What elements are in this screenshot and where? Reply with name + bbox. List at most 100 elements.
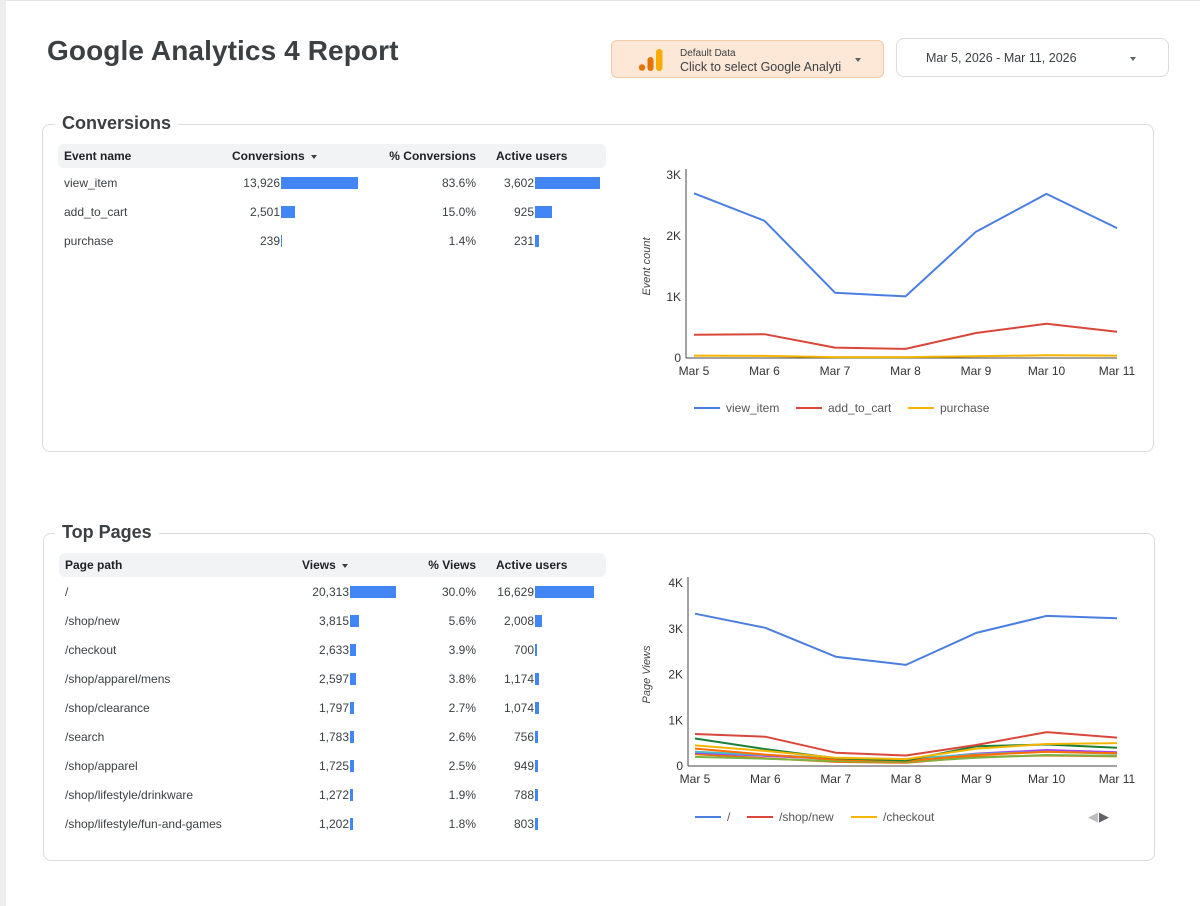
percent-value: 1.4%: [448, 233, 476, 248]
date-range-picker[interactable]: Mar 5, 2026 - Mar 11, 2026: [896, 38, 1169, 77]
users-value-bar: 803: [480, 817, 606, 831]
users-bar: [535, 701, 539, 714]
table-row[interactable]: /shop/apparel/mens 2,597 3.8% 1,174: [59, 664, 606, 693]
event-name: purchase: [64, 233, 114, 248]
count-value: 3,815: [318, 613, 349, 628]
percent-value: 1.9%: [448, 787, 476, 802]
users-bar: [535, 614, 543, 627]
table-row[interactable]: /shop/new 3,815 5.6% 2,008: [59, 606, 606, 635]
count-cell: 3,815: [259, 606, 397, 635]
sort-desc-icon: [310, 154, 317, 159]
chevron-down-icon: [1130, 57, 1136, 61]
count-value: 1,783: [318, 729, 349, 744]
triangle-right-icon[interactable]: ▶: [1099, 809, 1110, 824]
count-value-bar: 2,597: [259, 672, 397, 686]
percent-value: 3.8%: [448, 671, 476, 686]
count-cell: 20,313: [259, 577, 397, 606]
count-value-bar: 1,202: [259, 817, 397, 831]
table-row[interactable]: purchase 239 1.4% 231: [58, 226, 606, 255]
percent-value: 83.6%: [441, 175, 476, 190]
event-name: add_to_cart: [64, 204, 128, 219]
users-cell: 231: [480, 226, 606, 255]
users-value-bar: 231: [480, 234, 606, 248]
percent-value: 5.6%: [448, 613, 476, 628]
count-value-bar: 1,272: [259, 788, 397, 802]
column-header-views[interactable]: Views: [259, 553, 397, 577]
users-value-bar: 925: [480, 205, 606, 219]
count-value-bar: 239: [218, 234, 358, 248]
data-source-caption: Default Data: [680, 48, 736, 59]
chevron-down-icon: [855, 58, 861, 62]
table-row[interactable]: / 20,313 30.0% 16,629: [59, 577, 606, 606]
table-row[interactable]: /shop/apparel 1,725 2.5% 949: [59, 751, 606, 780]
users-value: 925: [513, 204, 534, 219]
users-cell: 925: [480, 197, 606, 226]
count-cell: 1,272: [259, 780, 397, 809]
users-value-bar: 949: [480, 759, 606, 773]
table-row[interactable]: view_item 13,926 83.6% 3,602: [58, 168, 606, 197]
users-value: 788: [513, 787, 534, 802]
triangle-left-icon[interactable]: ◀: [1088, 809, 1099, 824]
column-header-active-users[interactable]: Active users: [480, 144, 606, 168]
count-value: 1,272: [318, 787, 349, 802]
column-header-event-name[interactable]: Event name: [58, 144, 218, 168]
column-header-pct-conversions[interactable]: % Conversions: [358, 144, 480, 168]
count-value: 239: [259, 233, 280, 248]
table-row[interactable]: /shop/lifestyle/drinkware 1,272 1.9% 788: [59, 780, 606, 809]
users-value: 16,629: [497, 584, 534, 599]
top-pages-table-body: / 20,313 30.0% 16,629/shop/new 3,815 5.6% 2,00…: [59, 577, 606, 838]
users-cell: 949: [480, 751, 606, 780]
column-header-active-users[interactable]: Active users: [480, 553, 606, 577]
report-title: Google Analytics 4 Report: [47, 35, 399, 66]
users-value: 231: [513, 233, 534, 248]
users-value-bar: 1,174: [480, 672, 606, 686]
count-cell: 2,501: [218, 197, 358, 226]
page-path: /shop/apparel: [65, 758, 138, 773]
users-value-bar: 756: [480, 730, 606, 744]
users-bar: [535, 730, 538, 743]
page-path: /shop/lifestyle/drinkware: [65, 787, 194, 802]
analytics-logo-icon: [638, 49, 663, 71]
users-cell: 803: [480, 809, 606, 838]
table-row[interactable]: /shop/clearance 1,797 2.7% 1,074: [59, 693, 606, 722]
users-value-bar: 788: [480, 788, 606, 802]
users-value: 803: [513, 816, 534, 831]
percent-value: 30.0%: [441, 584, 476, 599]
users-value: 1,074: [503, 700, 534, 715]
users-bar: [535, 176, 600, 189]
column-header-label: Conversions: [232, 149, 305, 163]
table-row[interactable]: /search 1,783 2.6% 756: [59, 722, 606, 751]
count-value-bar: 13,926: [218, 176, 358, 190]
users-bar: [535, 817, 538, 830]
count-bar: [350, 585, 396, 598]
count-value: 1,797: [318, 700, 349, 715]
count-value: 2,633: [318, 642, 349, 657]
legend-pager[interactable]: ◀▶: [1088, 809, 1110, 825]
table-row[interactable]: /checkout 2,633 3.9% 700: [59, 635, 606, 664]
table-row[interactable]: add_to_cart 2,501 15.0% 925: [58, 197, 606, 226]
users-bar: [535, 672, 540, 685]
users-value: 756: [513, 729, 534, 744]
count-bar: [281, 176, 358, 189]
conversions-table-body: view_item 13,926 83.6% 3,602 add_to_cart 2,50…: [58, 168, 606, 255]
count-bar: [350, 788, 353, 801]
page-path: /search: [65, 729, 105, 744]
data-source-selector[interactable]: Default Data Click to select Google Anal…: [611, 40, 884, 78]
users-cell: 1,174: [480, 664, 606, 693]
table-row[interactable]: /shop/lifestyle/fun-and-games 1,202 1.8% 80…: [59, 809, 606, 838]
top-pages-table: Page path Views % Views Active users / 20…: [59, 553, 606, 838]
percent-value: 2.6%: [448, 729, 476, 744]
page-path: /shop/new: [65, 613, 120, 628]
page-path: /checkout: [65, 642, 117, 657]
count-cell: 1,783: [259, 722, 397, 751]
column-header-pct-views[interactable]: % Views: [397, 553, 480, 577]
count-cell: 1,202: [259, 809, 397, 838]
column-header-page-path[interactable]: Page path: [59, 553, 259, 577]
count-bar: [350, 614, 359, 627]
column-header-conversions[interactable]: Conversions: [218, 144, 358, 168]
count-bar: [350, 643, 356, 656]
conversions-section-title: Conversions: [55, 113, 179, 134]
count-value: 1,202: [318, 816, 349, 831]
users-cell: 2,008: [480, 606, 606, 635]
